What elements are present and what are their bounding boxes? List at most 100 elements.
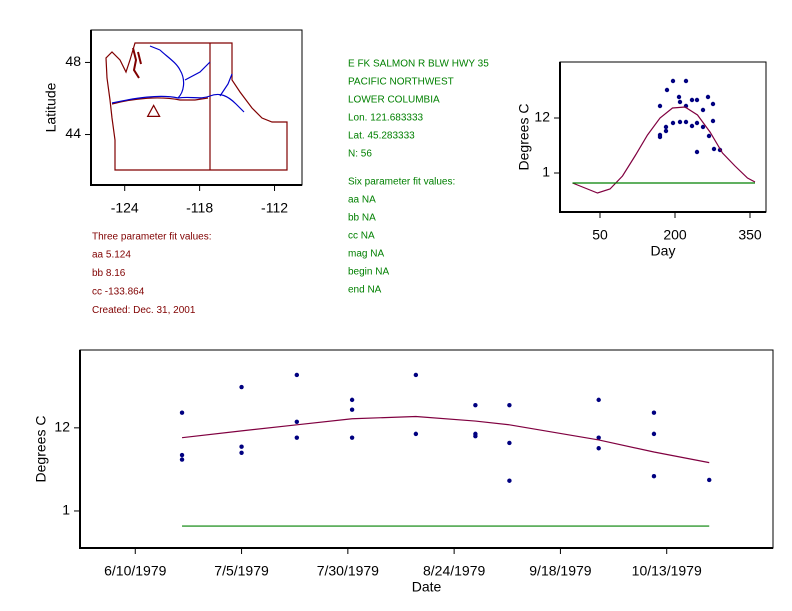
data-point <box>473 402 478 408</box>
six-fit-line: cc NA <box>348 231 375 242</box>
data-point <box>711 146 717 152</box>
data-point <box>663 124 669 130</box>
data-point <box>294 419 300 424</box>
three-fit-line: cc -133.864 <box>92 287 145 298</box>
site-region: PACIFIC NORTHWEST <box>348 77 454 88</box>
site-info: E FK SALMON R BLW HWY 35 PACIFIC NORTHWE… <box>92 59 489 243</box>
data-point <box>473 433 478 439</box>
data-point <box>651 431 657 437</box>
fit-line <box>181 415 710 464</box>
data-point <box>294 372 300 378</box>
data-point <box>349 407 355 412</box>
data-point <box>705 94 711 100</box>
site-name: E FK SALMON R BLW HWY 35 <box>348 59 489 70</box>
y-axis-label: Latitude <box>43 82 59 132</box>
data-point <box>596 446 601 451</box>
data-point <box>507 478 512 483</box>
data-point <box>670 120 676 126</box>
x-tick-label: 9/18/1979 <box>529 563 591 579</box>
site-n: N: 56 <box>348 149 372 160</box>
six-fit-heading: Six parameter fit values: <box>348 177 455 188</box>
data-point <box>349 435 355 440</box>
y-tick-label: 12 <box>54 419 70 435</box>
data-point <box>689 97 695 103</box>
three-fit-line: aa 5.124 <box>92 250 131 261</box>
data-point <box>507 440 512 446</box>
data-point <box>596 397 601 403</box>
data-point <box>507 402 512 408</box>
x-tick-label: 10/13/1979 <box>632 563 702 579</box>
six-fit-line: begin NA <box>348 267 389 278</box>
data-point <box>179 452 185 458</box>
data-point <box>700 124 706 130</box>
data-point <box>683 78 689 84</box>
data-point <box>294 435 300 440</box>
x-tick-label: -118 <box>186 200 213 216</box>
three-fit-line: bb 8.16 <box>92 268 126 279</box>
x-tick-label: -124 <box>111 200 139 216</box>
data-point <box>676 94 682 100</box>
x-axis-label: Day <box>651 243 676 259</box>
data-point <box>651 410 657 415</box>
data-point <box>677 119 683 125</box>
data-point <box>677 99 683 105</box>
data-point <box>694 120 700 126</box>
x-tick-label: 8/24/1979 <box>423 563 485 579</box>
state-borders <box>111 43 211 170</box>
x-axis-label: Date <box>412 579 442 595</box>
data-point <box>706 133 712 139</box>
puget-sound <box>132 47 142 79</box>
three-fit-line: Created: Dec. 31, 2001 <box>92 305 196 316</box>
data-point <box>670 78 676 84</box>
data-point <box>413 372 419 378</box>
data-point <box>596 435 601 440</box>
data-point <box>710 118 716 124</box>
data-point <box>239 444 244 449</box>
data-point <box>707 477 712 483</box>
data-point <box>710 101 716 107</box>
data-point <box>694 97 700 103</box>
x-tick-label: 6/10/1979 <box>104 563 166 579</box>
x-tick-label: 200 <box>663 227 687 243</box>
data-point <box>239 450 244 455</box>
rivers <box>111 45 245 113</box>
data-point <box>683 119 689 125</box>
y-axis-label: Degrees C <box>516 104 532 171</box>
data-point <box>413 431 419 437</box>
data-point <box>651 474 657 479</box>
x-tick-label: 350 <box>738 227 762 243</box>
x-tick-label: 7/5/1979 <box>214 563 269 579</box>
three-fit-heading: Three parameter fit values: <box>92 232 212 243</box>
map-outline <box>105 42 288 171</box>
state-borders <box>105 42 288 171</box>
x-tick-label: 7/30/1979 <box>317 563 379 579</box>
site-marker <box>146 104 161 118</box>
y-tick-label: 12 <box>534 109 550 125</box>
six-fit-line: end NA <box>348 285 382 296</box>
fit-line <box>572 106 756 194</box>
data-point <box>694 149 700 155</box>
data-point <box>664 87 670 93</box>
y-tick-label: 44 <box>65 125 81 141</box>
y-tick-label: 1 <box>542 164 550 180</box>
x-tick-label: -112 <box>261 200 288 216</box>
data-point <box>349 397 355 403</box>
data-point <box>663 128 669 134</box>
six-fit-line: bb NA <box>348 213 376 224</box>
data-point <box>657 134 663 140</box>
data-point <box>657 103 663 109</box>
site-lon: Lon. 121.683333 <box>348 113 424 124</box>
y-tick-label: 48 <box>65 53 81 69</box>
data-point <box>179 457 185 462</box>
y-axis-label: Degrees C <box>33 416 49 483</box>
data-point <box>239 384 244 390</box>
data-point <box>179 410 185 415</box>
site-lat: Lat. 45.283333 <box>348 131 415 142</box>
site-basin: LOWER COLUMBIA <box>348 95 440 106</box>
data-point <box>700 107 706 113</box>
data-point <box>689 123 695 129</box>
x-tick-label: 50 <box>592 227 608 243</box>
six-fit-line: mag NA <box>348 249 384 260</box>
